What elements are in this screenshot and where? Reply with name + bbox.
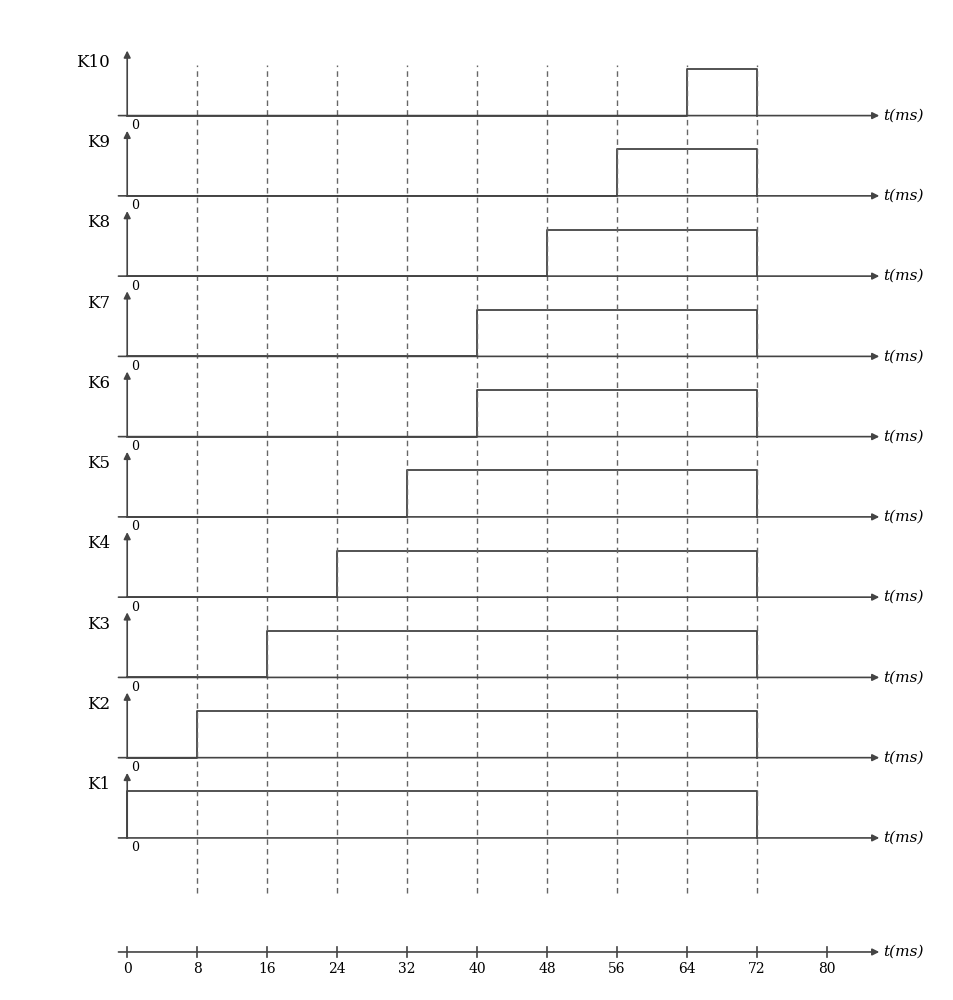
Text: K3: K3 — [87, 616, 110, 633]
Text: 0: 0 — [123, 962, 132, 976]
Text: t(ms): t(ms) — [882, 269, 923, 283]
Text: 0: 0 — [132, 841, 139, 854]
Text: t(ms): t(ms) — [882, 189, 923, 203]
Text: 0: 0 — [132, 119, 139, 132]
Text: t(ms): t(ms) — [882, 510, 923, 524]
Text: 8: 8 — [193, 962, 201, 976]
Text: 0: 0 — [132, 360, 139, 373]
Text: t(ms): t(ms) — [882, 831, 923, 845]
Text: K4: K4 — [87, 535, 110, 552]
Text: K8: K8 — [87, 214, 110, 231]
Text: K5: K5 — [87, 455, 110, 472]
Text: t(ms): t(ms) — [882, 751, 923, 765]
Text: K6: K6 — [87, 375, 110, 392]
Text: t(ms): t(ms) — [882, 670, 923, 684]
Text: 80: 80 — [817, 962, 835, 976]
Text: 16: 16 — [258, 962, 275, 976]
Text: 0: 0 — [132, 520, 139, 533]
Text: 24: 24 — [328, 962, 346, 976]
Text: 64: 64 — [678, 962, 695, 976]
Text: 0: 0 — [132, 761, 139, 774]
Text: 40: 40 — [468, 962, 485, 976]
Text: t(ms): t(ms) — [882, 349, 923, 363]
Text: 0: 0 — [132, 440, 139, 453]
Text: K2: K2 — [87, 696, 110, 713]
Text: 72: 72 — [747, 962, 765, 976]
Text: 0: 0 — [132, 681, 139, 694]
Text: t(ms): t(ms) — [882, 430, 923, 444]
Text: 0: 0 — [132, 601, 139, 614]
Text: t(ms): t(ms) — [882, 109, 923, 123]
Text: 32: 32 — [397, 962, 416, 976]
Text: 48: 48 — [537, 962, 556, 976]
Text: 0: 0 — [132, 280, 139, 293]
Text: 56: 56 — [607, 962, 625, 976]
Text: K1: K1 — [87, 776, 110, 793]
Text: 0: 0 — [132, 199, 139, 212]
Text: K7: K7 — [87, 295, 110, 312]
Text: t(ms): t(ms) — [882, 590, 923, 604]
Text: t(ms): t(ms) — [882, 945, 923, 959]
Text: K9: K9 — [87, 134, 110, 151]
Text: K10: K10 — [76, 54, 110, 71]
